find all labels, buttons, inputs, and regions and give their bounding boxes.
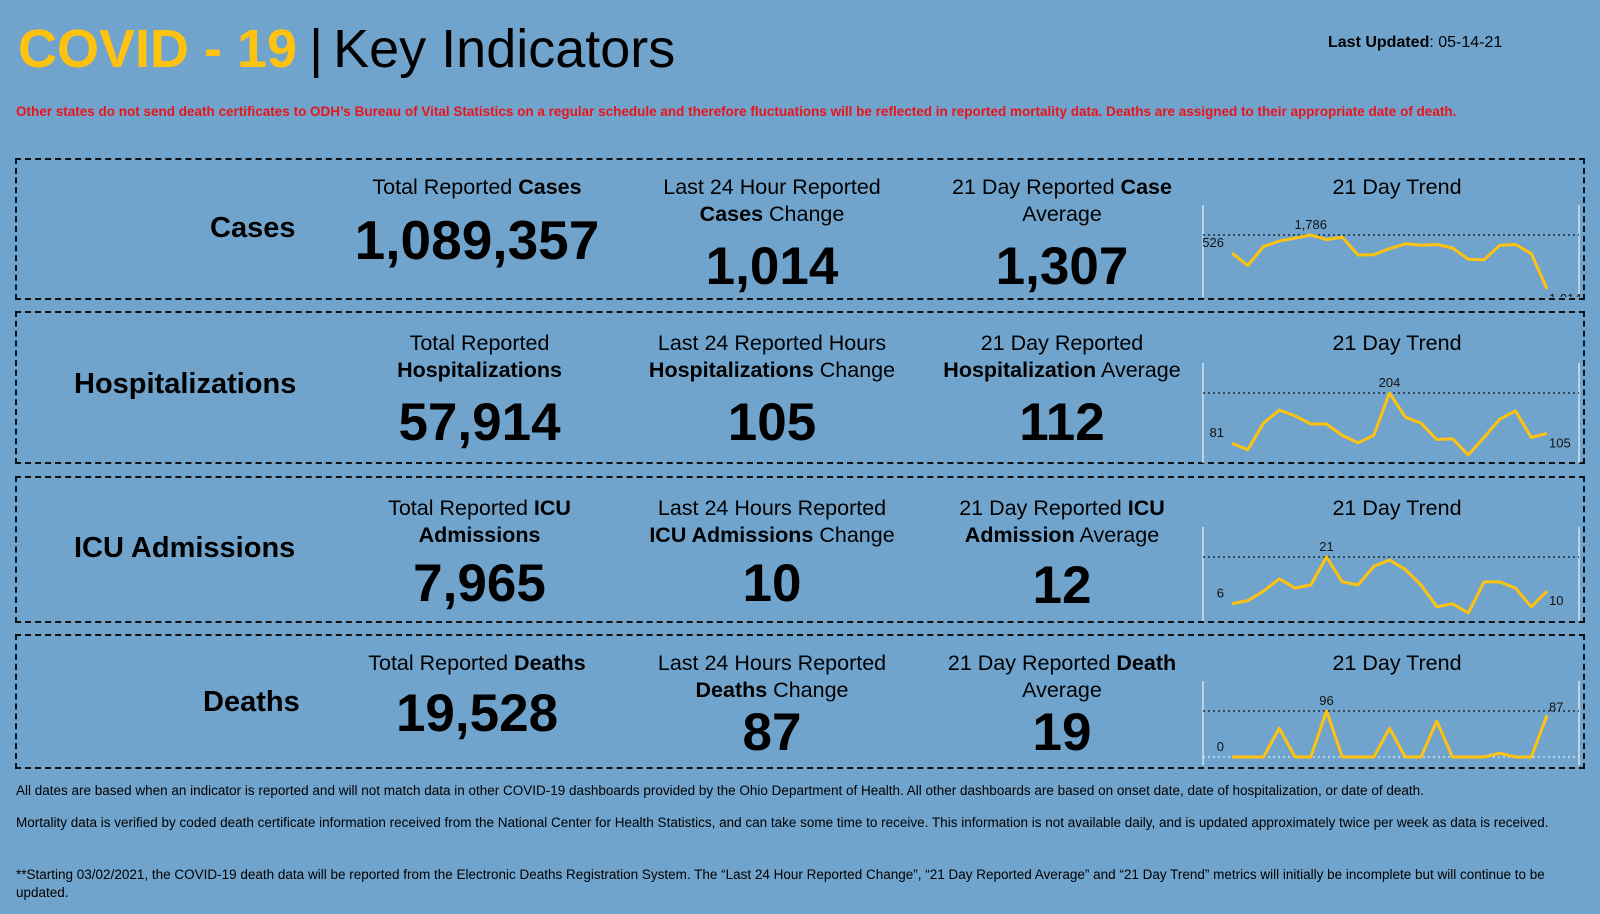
cases-panel: Cases Total Reported Cases 1,089,357 Las… xyxy=(15,158,1585,300)
metric-heading: Total Reported Hospitalizations xyxy=(397,331,562,382)
metric-heading: Total Reported ICU Admissions xyxy=(388,496,571,547)
total-cases-metric: Total Reported Cases 1,089,357 xyxy=(322,174,632,268)
hospitalizations-change-value: 105 xyxy=(727,393,817,452)
trend-title: 21 Day Trend xyxy=(1332,331,1462,355)
trend-last-value-label: 1,014 xyxy=(1549,291,1582,297)
hospitalizations-trend-sparkline: 81 204 105 xyxy=(1202,363,1580,463)
mortality-warning: Other states do not send death certifica… xyxy=(16,104,1457,119)
hospitalizations-change-metric: Last 24 Reported Hours Hospitalizations … xyxy=(607,330,937,449)
deaths-trend-sparkline: 0 96 87 xyxy=(1202,681,1580,765)
icu-change-value: 10 xyxy=(742,554,802,613)
icu-average-metric: 21 Day Reported ICU Admission Average 12 xyxy=(897,495,1227,612)
trend-last-value-label: 105 xyxy=(1549,435,1571,450)
hospitalizations-average-value: 112 xyxy=(1019,393,1105,452)
icu-admissions-panel: ICU Admissions Total Reported ICU Admiss… xyxy=(15,476,1585,623)
trend-title: 21 Day Trend xyxy=(1332,651,1462,675)
metric-heading: Total Reported Cases xyxy=(372,175,582,199)
total-cases-value: 1,089,357 xyxy=(354,209,600,271)
deaths-average-value: 19 xyxy=(1032,703,1092,762)
deaths-trend: 21 Day Trend 0 96 87 xyxy=(1202,650,1592,765)
metric-heading: Last 24 Hours Reported ICU Admissions Ch… xyxy=(649,496,895,547)
icu-change-metric: Last 24 Hours Reported ICU Admissions Ch… xyxy=(607,495,937,610)
row-label-deaths: Deaths xyxy=(203,686,300,718)
metric-heading: Last 24 Hours Reported Deaths Change xyxy=(657,651,887,702)
title-covid: COVID - 19 xyxy=(18,19,298,79)
footer-note-dates: All dates are based when an indicator is… xyxy=(16,783,1424,798)
icu-average-value: 12 xyxy=(1032,556,1092,615)
footer-note-edrs: **Starting 03/02/2021, the COVID-19 deat… xyxy=(16,867,1545,900)
trend-series-line xyxy=(1231,233,1549,290)
metric-heading: 21 Day Reported Hospitalization Average xyxy=(943,331,1181,382)
trend-max-value-label: 204 xyxy=(1379,375,1401,390)
trend-first-value-label: 81 xyxy=(1210,425,1224,440)
deaths-average-metric: 21 Day Reported Death Average 19 xyxy=(897,650,1227,759)
cases-trend-sparkline: 1,526 1,786 1,014 xyxy=(1202,205,1582,297)
cases-change-value: 1,014 xyxy=(705,237,839,296)
metric-heading: Last 24 Reported Hours Hospitalizations … xyxy=(648,331,896,382)
hospitalizations-panel: Hospitalizations Total Reported Hospital… xyxy=(15,311,1585,464)
title-separator: | xyxy=(309,19,324,79)
row-label-hospitalizations: Hospitalizations xyxy=(74,368,297,400)
hospitalizations-average-metric: 21 Day Reported Hospitalization Average … xyxy=(897,330,1227,449)
icu-trend: 21 Day Trend 6 21 10 xyxy=(1202,495,1592,621)
metric-heading: 21 Day Reported Death Average xyxy=(947,651,1177,702)
title-key-indicators: Key Indicators xyxy=(333,19,676,79)
trend-first-value-label: 1,526 xyxy=(1202,235,1224,250)
cases-average-metric: 21 Day Reported Case Average 1,307 xyxy=(897,174,1227,293)
total-icu-value: 7,965 xyxy=(413,554,546,613)
hospitalizations-trend: 21 Day Trend 81 204 105 xyxy=(1202,330,1592,463)
total-deaths-value: 19,528 xyxy=(395,684,559,743)
last-updated-value: : 05-14-21 xyxy=(1429,34,1503,51)
trend-title: 21 Day Trend xyxy=(1332,175,1462,199)
trend-last-value-label: 87 xyxy=(1549,699,1563,714)
row-label-cases: Cases xyxy=(210,212,296,244)
cases-trend: 21 Day Trend 1,526 1,786 1,014 xyxy=(1202,174,1592,297)
trend-max-value-label: 21 xyxy=(1319,539,1333,554)
total-icu-metric: Total Reported ICU Admissions 7,965 xyxy=(322,495,637,610)
deaths-change-value: 87 xyxy=(742,703,802,762)
icu-trend-sparkline: 6 21 10 xyxy=(1202,527,1580,621)
deaths-change-metric: Last 24 Hours Reported Deaths Change 87 xyxy=(607,650,937,759)
footer-note-mortality: Mortality data is verified by coded deat… xyxy=(16,815,1549,830)
trend-title: 21 Day Trend xyxy=(1332,496,1462,520)
trend-max-value-label: 96 xyxy=(1319,693,1333,708)
cases-average-value: 1,307 xyxy=(995,237,1129,296)
metric-heading: 21 Day Reported ICU Admission Average xyxy=(959,496,1165,547)
cases-change-metric: Last 24 Hour Reported Cases Change 1,014 xyxy=(607,174,937,293)
metric-heading: 21 Day Reported Case Average xyxy=(952,175,1172,226)
last-updated-label: Last Updated xyxy=(1328,34,1430,51)
trend-max-value-label: 1,786 xyxy=(1294,217,1327,232)
total-hospitalizations-metric: Total Reported Hospitalizations 57,914 xyxy=(322,330,637,449)
row-label-icu-admissions: ICU Admissions xyxy=(74,532,296,564)
trend-series-line xyxy=(1231,555,1549,615)
trend-series-line xyxy=(1232,709,1549,759)
total-hospitalizations-value: 57,914 xyxy=(398,393,561,452)
total-deaths-metric: Total Reported Deaths 19,528 xyxy=(322,650,632,740)
page-title: COVID - 19 | Key Indicators xyxy=(18,18,675,80)
metric-heading: Total Reported Deaths xyxy=(368,651,586,675)
metric-heading: Last 24 Hour Reported Cases Change xyxy=(663,175,881,226)
last-updated: Last Updated: 05-14-21 xyxy=(1328,34,1502,52)
deaths-panel: Deaths Total Reported Deaths 19,528 Last… xyxy=(15,634,1585,769)
trend-last-value-label: 10 xyxy=(1549,593,1563,608)
trend-first-value-label: 0 xyxy=(1217,739,1224,754)
trend-series-line xyxy=(1231,391,1548,457)
trend-first-value-label: 6 xyxy=(1217,586,1224,601)
